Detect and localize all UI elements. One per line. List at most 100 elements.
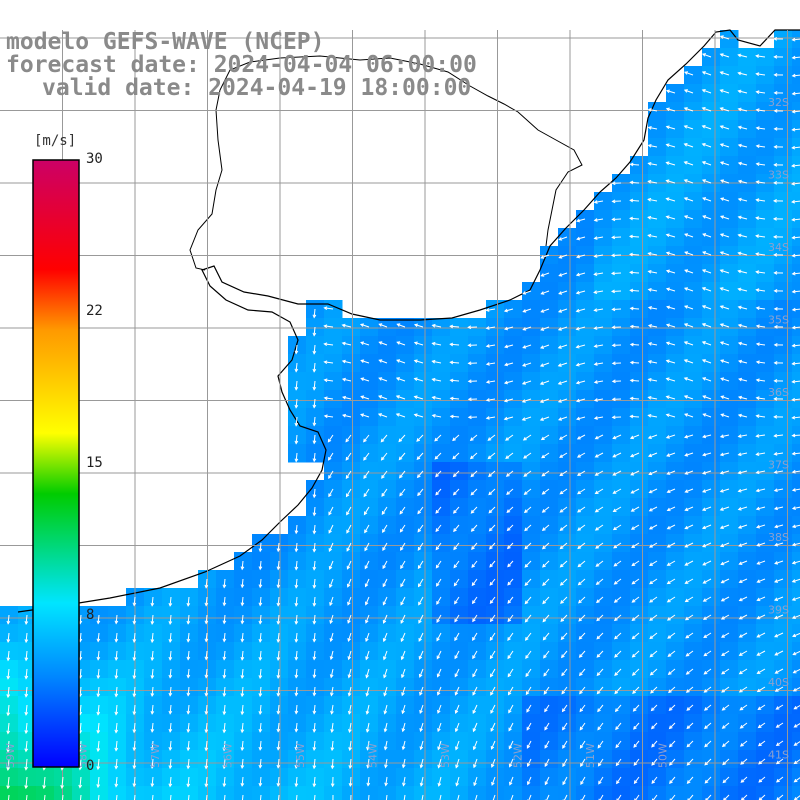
wind-speed-cell [630, 624, 649, 643]
wind-arrow [329, 596, 334, 606]
wind-speed-cell [594, 390, 613, 409]
wind-arrow-head [382, 656, 387, 661]
wind-speed-cell [684, 444, 703, 463]
wind-speed-cell [630, 570, 649, 589]
wind-arrow-head [629, 342, 634, 347]
wind-speed-cell [378, 786, 397, 800]
wind-arrow [349, 722, 352, 733]
wind-arrow [277, 578, 280, 588]
wind-arrow [324, 397, 334, 400]
wind-arrow-head [526, 763, 531, 768]
wind-arrow [402, 722, 406, 732]
wind-arrow-head [721, 743, 726, 748]
wind-arrow-head [365, 674, 369, 679]
wind-arrow [133, 614, 136, 624]
wind-arrow-head [739, 706, 744, 711]
wind-arrow [702, 143, 712, 148]
wind-arrow [360, 323, 370, 328]
wind-arrow [313, 650, 316, 660]
wind-arrow [666, 162, 676, 166]
wind-arrow [455, 740, 460, 750]
wind-speed-cell [594, 516, 613, 535]
wind-arrow-head [647, 269, 652, 274]
wind-arrow-head [417, 510, 421, 515]
wind-speed-cell [756, 606, 775, 625]
wind-speed-cell [180, 786, 199, 800]
wind-speed-cell [540, 354, 559, 373]
wind-speed-cell [612, 606, 631, 625]
wind-speed-cell [648, 408, 667, 427]
wind-arrow [720, 215, 730, 220]
wind-arrow-head [505, 455, 510, 460]
wind-arrow-head [649, 671, 654, 676]
wind-arrow [205, 704, 208, 715]
colorbar-unit: [m/s] [34, 133, 77, 149]
wind-speed-cell [576, 462, 595, 481]
wind-arrow-head [593, 326, 598, 330]
wind-speed-cell [558, 390, 577, 409]
wind-arrow [649, 632, 658, 639]
wind-arrow-head [330, 747, 335, 752]
wind-arrow [738, 506, 748, 511]
wind-arrow [648, 234, 658, 238]
wind-speed-cell [144, 786, 163, 800]
wind-arrow-head [633, 780, 638, 785]
wind-arrow [577, 542, 586, 549]
wind-arrow [115, 704, 118, 715]
wind-arrow-head [396, 359, 401, 363]
wind-arrow [648, 324, 658, 328]
wind-arrow-head [594, 435, 599, 440]
wind-arrow-head [612, 472, 617, 476]
wind-arrow-head [773, 397, 778, 401]
wind-arrow-head [651, 761, 656, 766]
wind-arrow-head [24, 657, 29, 662]
wind-arrow-head [791, 343, 796, 348]
wind-arrow [541, 434, 550, 440]
wind-arrow [507, 650, 514, 659]
wind-arrow [504, 398, 514, 402]
wind-arrow [97, 794, 100, 800]
wind-arrow-head [525, 673, 529, 678]
wind-speed-cell [702, 462, 721, 481]
wind-arrow [435, 488, 442, 496]
wind-arrow-head [668, 761, 673, 766]
wind-arrow [614, 650, 622, 658]
wind-arrow [25, 794, 28, 800]
wind-speed-cell [720, 588, 739, 607]
wind-arrow [703, 578, 712, 584]
wind-arrow-head [611, 235, 616, 240]
wind-arrow-head [737, 179, 742, 184]
wind-arrow [491, 758, 496, 768]
wind-speed-cell [720, 354, 739, 373]
wind-speed-cell [720, 678, 739, 697]
wind-speed-cell [738, 642, 757, 661]
wind-arrow [490, 596, 496, 604]
wind-arrow-head [294, 404, 299, 409]
wind-arrow [720, 233, 730, 238]
wind-arrow-head [721, 725, 726, 729]
wind-arrow [649, 506, 658, 512]
wind-arrow-head [399, 492, 403, 497]
wind-arrow-head [96, 675, 101, 680]
wind-arrow-head [576, 436, 581, 440]
wind-arrow [348, 704, 352, 714]
wind-arrow-head [398, 456, 403, 461]
wind-arrow-head [737, 287, 742, 292]
wind-speed-cell [648, 156, 667, 175]
wind-speed-cell [630, 426, 649, 445]
wind-speed-cell [684, 408, 703, 427]
wind-arrow [739, 560, 748, 565]
wind-speed-cell [666, 336, 685, 355]
wind-arrow-head [507, 637, 511, 641]
wind-arrow-head [738, 616, 743, 620]
wind-speed-cell [540, 552, 559, 571]
wind-arrow [648, 378, 658, 382]
wind-speed-cell [450, 444, 469, 463]
wind-arrow [313, 704, 316, 714]
wind-arrow [25, 758, 28, 770]
wind-arrow [649, 578, 658, 585]
wind-arrow [187, 722, 190, 733]
wind-arrow [349, 740, 352, 751]
wind-arrow-head [611, 379, 616, 384]
wind-arrow-head [204, 584, 209, 589]
